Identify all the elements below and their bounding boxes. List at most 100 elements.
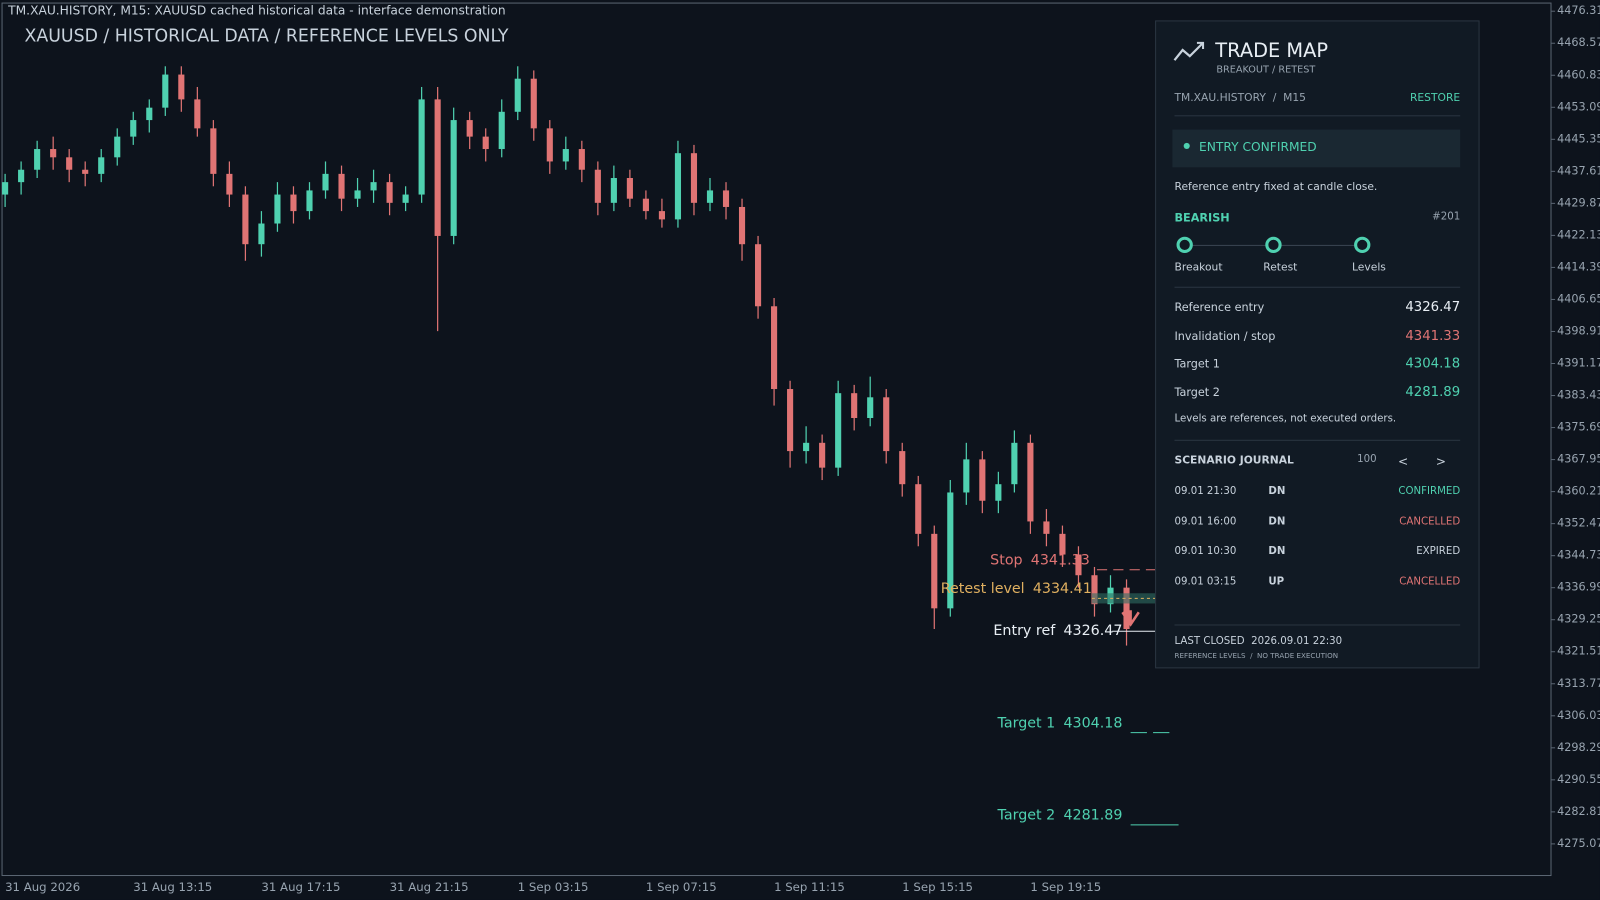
- candle-body: [835, 393, 842, 468]
- candle-body: [194, 99, 201, 129]
- scenario-id: #201: [1432, 211, 1461, 223]
- candle-body: [546, 128, 553, 162]
- next-button[interactable]: >: [1435, 454, 1446, 469]
- candle-body: [883, 397, 890, 452]
- journal-dir: DN: [1268, 485, 1286, 497]
- candle-body: [370, 182, 377, 191]
- candle-body: [738, 206, 746, 245]
- bias: BEARISH: [1174, 211, 1230, 225]
- journal-title: SCENARIO JOURNAL: [1174, 454, 1294, 467]
- candle-body: [306, 190, 313, 212]
- candle-body: [274, 194, 281, 224]
- x-tick-label: 1 Sep 03:15: [518, 880, 589, 894]
- candle-body: [1075, 554, 1082, 576]
- step-dot: [1354, 236, 1371, 254]
- candle-body: [482, 136, 489, 150]
- row-label: Target 2: [1174, 385, 1220, 399]
- status: ENTRY CONFIRMED: [1198, 139, 1317, 155]
- y-tick-label: 4406.65: [1557, 292, 1600, 305]
- y-tick-label: 4437.61: [1557, 164, 1600, 177]
- candle-body: [114, 136, 121, 158]
- journal-count: 100: [1357, 454, 1377, 466]
- y-tick-label: 4313.77: [1557, 677, 1600, 690]
- caption: TM.XAU.HISTORY, M15: XAUUSD cached histo…: [7, 4, 505, 18]
- step-dot: [1265, 236, 1282, 254]
- candle-body: [18, 169, 25, 183]
- level-value: 4326.47: [1063, 623, 1122, 639]
- journal-dir: UP: [1268, 576, 1285, 588]
- level-label: Entry ref 4326.47: [993, 623, 1122, 639]
- y-tick-label: 4453.09: [1557, 100, 1600, 113]
- y-tick-label: 4398.91: [1557, 324, 1600, 337]
- candle-body: [594, 169, 601, 203]
- candle-body: [82, 169, 89, 174]
- divider: [1174, 624, 1461, 626]
- candle-body: [562, 149, 569, 162]
- y-tick-label: 4476.31: [1557, 4, 1600, 17]
- candle-body: [66, 157, 73, 170]
- level-name: Target 2: [997, 808, 1056, 824]
- prev-button[interactable]: <: [1397, 454, 1409, 469]
- y-tick-label: 4360.21: [1557, 485, 1600, 498]
- candle-body: [290, 194, 297, 212]
- candle-body: [626, 178, 633, 199]
- y-tick-label: 4383.43: [1557, 389, 1600, 402]
- candle-body: [819, 442, 826, 468]
- candle-body: [1123, 587, 1130, 630]
- journal-time: 09.01 16:00: [1174, 515, 1237, 528]
- row-value: 4326.47: [1405, 299, 1461, 316]
- journal-status: CANCELLED: [1399, 515, 1461, 528]
- candle-body: [979, 459, 986, 501]
- candle-body: [899, 451, 906, 485]
- level-name: Entry ref: [993, 623, 1056, 639]
- step-dot: [1176, 236, 1193, 254]
- x-tick-label: 31 Aug 2026: [5, 880, 80, 894]
- level-label: Target 2 4281.89: [997, 808, 1123, 824]
- y-tick-label: 4352.47: [1557, 517, 1600, 530]
- last-closed: LAST CLOSED 2026.09.01 22:30: [1174, 635, 1343, 647]
- journal-status: EXPIRED: [1416, 545, 1461, 558]
- row-value: 4281.89: [1405, 384, 1461, 400]
- level-name: Retest level: [941, 581, 1025, 597]
- candle-body: [498, 111, 505, 150]
- candle-body: [706, 190, 714, 203]
- candle-body: [867, 397, 874, 418]
- candle-body: [674, 153, 682, 220]
- candle-body: [1059, 533, 1066, 555]
- candle-body: [995, 484, 1002, 501]
- journal-dir: DN: [1268, 515, 1286, 528]
- candle-body: [931, 533, 938, 609]
- y-tick-label: 4468.57: [1557, 36, 1600, 49]
- level-label: Retest level 4334.41: [941, 581, 1092, 597]
- restore-button[interactable]: RESTORE: [1409, 91, 1461, 105]
- candle-body: [466, 120, 473, 137]
- candle-body: [130, 120, 137, 137]
- panel-footer: REFERENCE LEVELS / NO TRADE EXECUTION: [1174, 652, 1339, 661]
- journal-dir: DN: [1268, 545, 1286, 558]
- candle-body: [402, 194, 409, 203]
- candle-body: [771, 306, 778, 390]
- candle-body: [578, 149, 585, 170]
- y-tick-label: 4367.95: [1557, 453, 1600, 466]
- candle-body: [210, 128, 217, 174]
- y-tick-label: 4321.51: [1557, 645, 1600, 658]
- level-name: Stop: [990, 553, 1022, 569]
- x-tick-label: 1 Sep 15:15: [902, 880, 973, 894]
- journal-time: 09.01 21:30: [1174, 485, 1237, 497]
- candle-body: [226, 173, 233, 195]
- candle-body: [450, 120, 457, 236]
- candle-body: [258, 223, 265, 245]
- y-tick-label: 4282.81: [1557, 805, 1600, 818]
- y-tick-label: 4391.17: [1557, 356, 1600, 369]
- y-tick-label: 4306.03: [1557, 709, 1600, 722]
- row-label: Target 1: [1174, 357, 1220, 371]
- candle-body: [146, 107, 153, 121]
- journal-status: CANCELLED: [1399, 576, 1461, 588]
- row-value: 4304.18: [1405, 356, 1461, 372]
- trade-map-panel: TRADE MAP BREAKOUT / RETEST TM.XAU.HISTO…: [1155, 20, 1480, 669]
- candle-body: [915, 484, 922, 534]
- logo: [1173, 41, 1205, 61]
- candle-body: [354, 190, 361, 199]
- status-note: Reference entry fixed at candle close.: [1174, 180, 1378, 193]
